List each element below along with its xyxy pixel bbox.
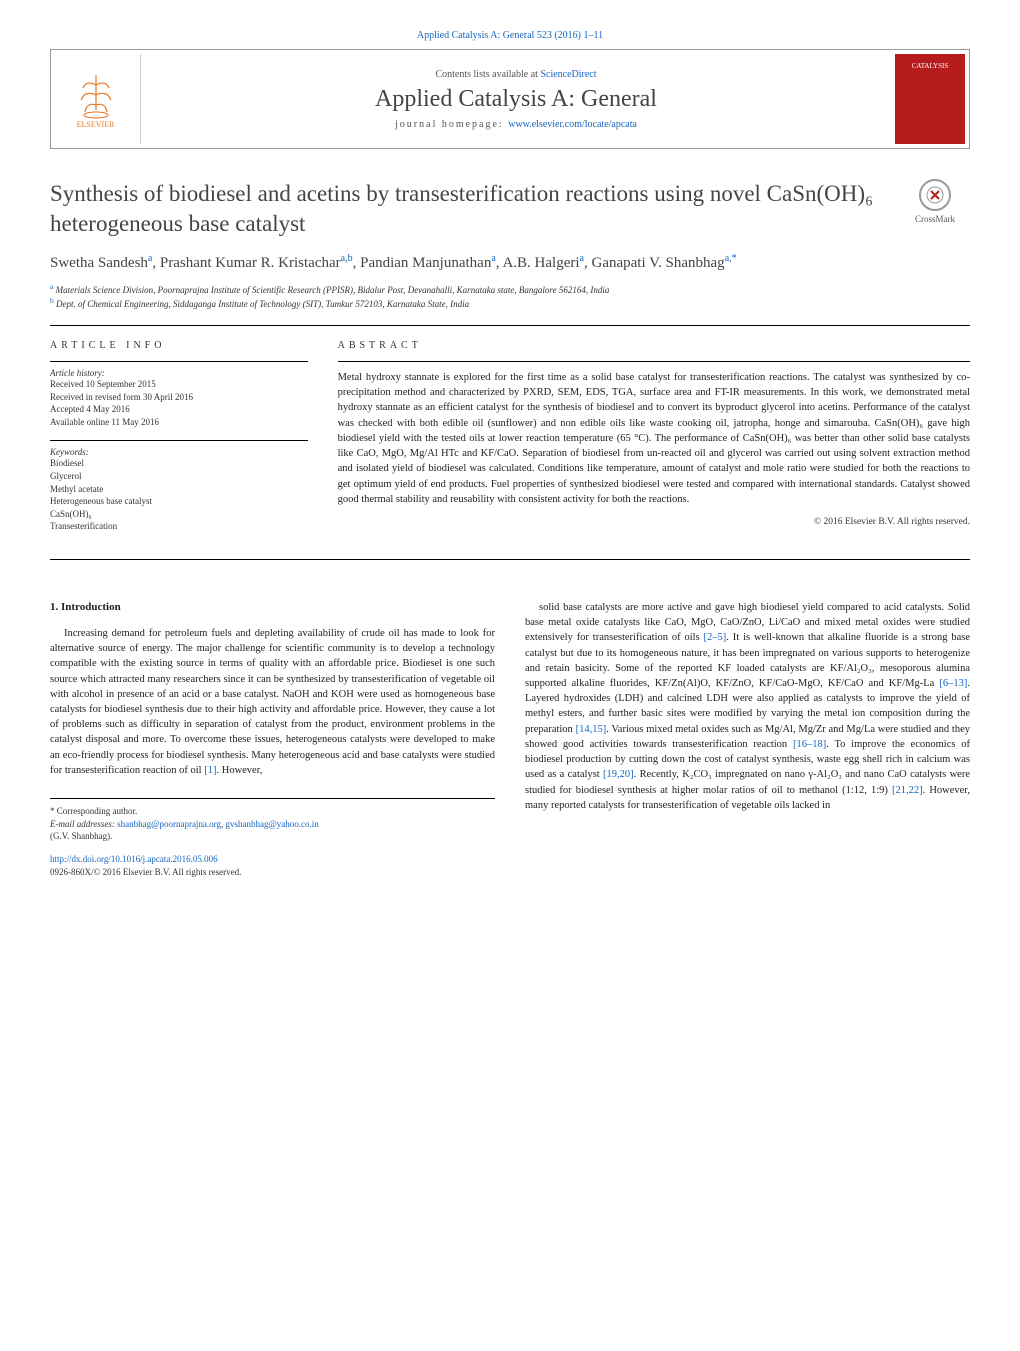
history-text: Received 10 September 2015Received in re…: [50, 378, 308, 428]
intro-para-2: solid base catalysts are more active and…: [525, 600, 970, 813]
intro-para-1: Increasing demand for petroleum fuels an…: [50, 626, 495, 778]
article-info-heading: article info: [50, 340, 308, 351]
rule-top: [50, 325, 970, 326]
contents-prefix: Contents lists available at: [435, 69, 540, 80]
ref-link-21-22[interactable]: [21,22]: [892, 785, 923, 796]
ref-link-2-5[interactable]: [2–5]: [704, 632, 727, 643]
doi-link[interactable]: http://dx.doi.org/10.1016/j.apcata.2016.…: [50, 854, 218, 864]
intro-heading: 1. Introduction: [50, 600, 495, 616]
email-label: E-mail addresses:: [50, 819, 117, 829]
header-center: Contents lists available at ScienceDirec…: [141, 61, 891, 138]
keywords-text: BiodieselGlycerolMethyl acetateHeterogen…: [50, 457, 308, 533]
email-line: E-mail addresses: shanbhag@poornaprajna.…: [50, 818, 495, 831]
abstract-text: Metal hydroxy stannate is explored for t…: [338, 361, 970, 507]
corr-label: * Corresponding author.: [50, 805, 495, 818]
crossmark-label: CrossMark: [915, 214, 955, 224]
rule-bottom: [50, 559, 970, 560]
abstract-heading: abstract: [338, 340, 970, 351]
history-block: Article history: Received 10 September 2…: [50, 361, 308, 428]
ref-link-14-15[interactable]: [14,15]: [576, 724, 607, 735]
intro-text-1: Increasing demand for petroleum fuels an…: [50, 628, 495, 776]
elsevier-logo-text: ELSEVIER: [77, 120, 115, 129]
header-citation: Applied Catalysis A: General 523 (2016) …: [50, 30, 970, 41]
email-link-2[interactable]: gvshanbhag@yahoo.co.in: [226, 819, 319, 829]
corresponding-author-block: * Corresponding author. E-mail addresses…: [50, 798, 495, 843]
history-label: Article history:: [50, 368, 308, 378]
ref-link-16-18[interactable]: [16–18]: [793, 739, 826, 750]
contents-line: Contents lists available at ScienceDirec…: [149, 69, 883, 80]
ref-link-19-20[interactable]: [19,20]: [603, 769, 634, 780]
paper-title: Synthesis of biodiesel and acetins by tr…: [50, 179, 900, 239]
elsevier-logo: ELSEVIER: [51, 54, 141, 144]
corr-name: (G.V. Shanbhag).: [50, 830, 495, 843]
elsevier-tree-icon: [71, 70, 121, 120]
intro-text-1-tail: . However,: [216, 765, 262, 776]
crossmark-icon: [919, 179, 951, 211]
body-column-right: solid base catalysts are more active and…: [525, 600, 970, 879]
authors-line: Swetha Sandesha, Prashant Kumar R. Krist…: [50, 253, 970, 272]
issn-line: 0926-860X/© 2016 Elsevier B.V. All right…: [50, 867, 241, 877]
email-link-1[interactable]: shanbhag@poornaprajna.org: [117, 819, 221, 829]
sciencedirect-link[interactable]: ScienceDirect: [540, 69, 596, 80]
keywords-label: Keywords:: [50, 447, 308, 457]
homepage-label: journal homepage:: [395, 119, 508, 130]
crossmark-badge[interactable]: CrossMark: [900, 179, 970, 253]
abstract-copyright: © 2016 Elsevier B.V. All rights reserved…: [338, 517, 970, 527]
doi-block: http://dx.doi.org/10.1016/j.apcata.2016.…: [50, 853, 495, 879]
homepage-link[interactable]: www.elsevier.com/locate/apcata: [508, 119, 637, 130]
ref-link-6-13[interactable]: [6–13]: [939, 678, 967, 689]
journal-header-box: ELSEVIER Contents lists available at Sci…: [50, 49, 970, 149]
journal-name: Applied Catalysis A: General: [149, 86, 883, 113]
homepage-line: journal homepage: www.elsevier.com/locat…: [149, 119, 883, 130]
ref-link-1[interactable]: [1]: [204, 765, 216, 776]
body-column-left: 1. Introduction Increasing demand for pe…: [50, 600, 495, 879]
affiliations: a Materials Science Division, Poornapraj…: [50, 282, 970, 311]
journal-cover-thumb: CATALYSIS: [895, 54, 965, 144]
keywords-block: Keywords: BiodieselGlycerolMethyl acetat…: [50, 440, 308, 533]
